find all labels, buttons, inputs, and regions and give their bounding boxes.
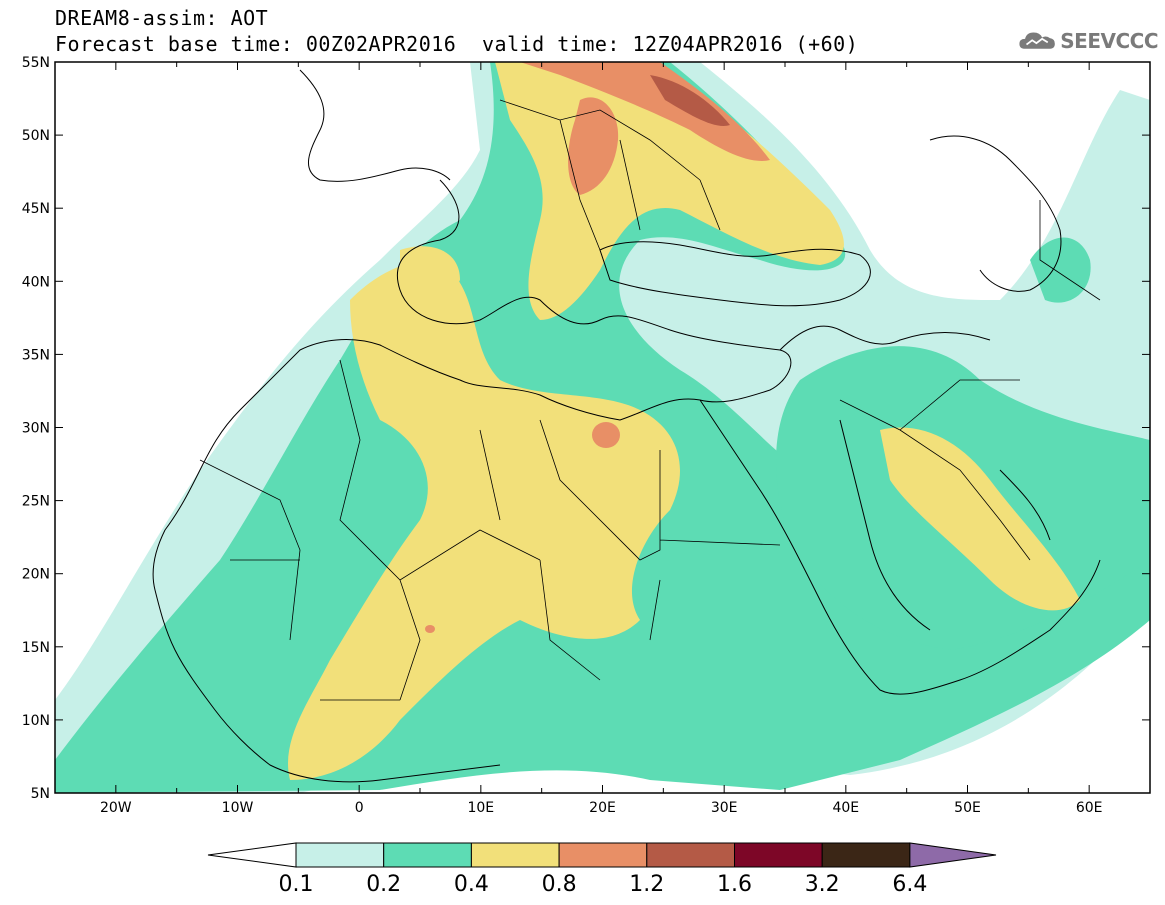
colorbar-over-triangle — [909, 842, 997, 868]
lat-tick-label: 15N — [22, 640, 50, 656]
lat-tick-label: 40N — [22, 274, 50, 290]
aot-band-0.8-libya — [592, 422, 620, 448]
lat-tick-label: 10N — [22, 713, 50, 729]
lon-tick-label: 10E — [467, 800, 494, 816]
colorbar-segment — [295, 842, 385, 868]
colorbar-level-label: 0.4 — [453, 872, 489, 897]
colorbar-level-label: 0.2 — [366, 872, 402, 897]
map-title: DREAM8-assim: AOT — [55, 6, 269, 30]
seevccc-logo: SEEVCCC — [1018, 24, 1158, 58]
lon-tick-label: 30E — [711, 800, 738, 816]
aot-fields — [55, 62, 1150, 793]
aot-band-0.4-sahara — [288, 261, 680, 780]
aot-band-0.4-iberia — [400, 246, 460, 297]
aot-band-0.4-arabia — [880, 427, 1080, 611]
colorbar-level-label: 0.1 — [278, 872, 314, 897]
lat-tick-label: 5N — [31, 786, 50, 802]
lat-tick-label: 45N — [22, 201, 50, 217]
lon-tick-label: 10W — [222, 800, 254, 816]
colorbar-segment — [646, 842, 735, 868]
colorbar-level-label: 1.6 — [717, 872, 752, 897]
aot-band-1.2-ukraine — [650, 75, 730, 126]
lon-tick-label: 60E — [1076, 800, 1103, 816]
colorbar-under-triangle — [207, 842, 297, 868]
colorbar-segment — [383, 842, 472, 868]
lat-tick-label: 35N — [22, 347, 50, 363]
lat-tick-label: 30N — [22, 421, 50, 437]
logo-text: SEEVCCC — [1060, 29, 1158, 53]
latitude-labels: 5N 10N 15N 20N 25N 30N 35N 40N 45N 50N 55N — [22, 55, 50, 802]
coastlines — [152, 69, 1101, 783]
colorbar-level-label: 1.2 — [629, 872, 665, 897]
aot-band-0.8-central-europe — [568, 97, 619, 195]
aot-band-0.8-plume — [520, 62, 770, 161]
aot-band-0.8-mali — [425, 625, 435, 633]
lat-tick-label: 25N — [22, 494, 50, 510]
lon-tick-label: 40E — [832, 800, 859, 816]
colorbar-segment — [558, 842, 648, 868]
lat-tick-label: 55N — [22, 55, 50, 71]
country-borders — [199, 99, 1101, 701]
lon-tick-label: 20W — [100, 800, 132, 816]
colorbar-level-label: 6.4 — [892, 872, 928, 897]
valid-time: valid time: 12Z04APR2016 (+60) — [482, 32, 859, 56]
lon-tick-label: 50E — [954, 800, 981, 816]
lat-tick-label: 50N — [22, 128, 50, 144]
colorbar-segment — [734, 842, 823, 868]
forecast-base-time: Forecast base time: 00Z02APR2016 — [55, 32, 457, 56]
lon-tick-label: 20E — [589, 800, 616, 816]
colorbar-segment — [821, 842, 911, 868]
cloud-icon — [1019, 32, 1055, 49]
lon-tick-label: 0 — [355, 800, 364, 816]
colorbar-level-label: 0.8 — [541, 872, 577, 897]
longitude-labels: 20W 10W 0 10E 20E 30E 40E 50E 60E — [100, 800, 1103, 816]
aot-patch-caspian — [1030, 237, 1091, 303]
colorbar-level-label: 3.2 — [804, 872, 840, 897]
colorbar-segment — [470, 842, 560, 868]
axis-ticks — [54, 61, 1151, 794]
lat-tick-label: 20N — [22, 567, 50, 583]
colorbar — [207, 842, 997, 868]
